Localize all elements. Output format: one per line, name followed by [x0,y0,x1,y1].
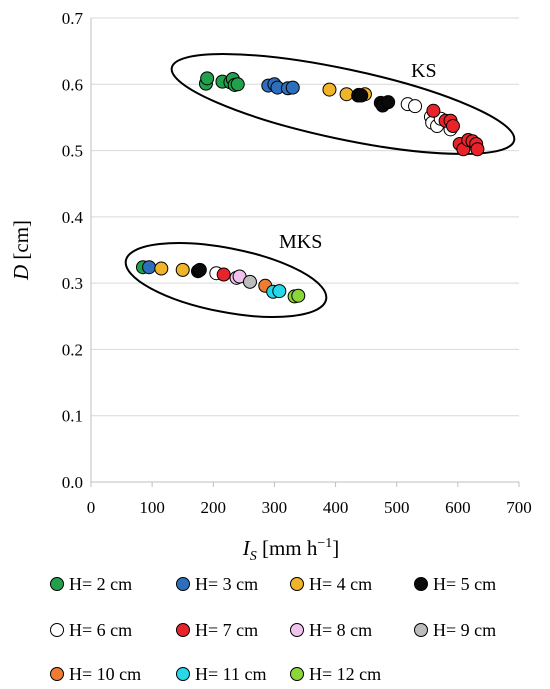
gridlines [91,17,519,417]
legend-marker [290,577,304,591]
legend-label: H= 11 cm [195,664,266,684]
mks-group-label: MKS [279,231,322,253]
x-tick-label: 300 [262,498,288,517]
legend-label: H= 10 cm [69,664,141,684]
legend-marker [176,577,190,591]
legend-label: H= 12 cm [309,664,381,684]
x-tick-label: 600 [445,498,471,517]
legend-label: H= 6 cm [69,620,132,640]
data-point [339,87,354,102]
data-point [322,82,337,97]
legend-label: H= 3 cm [195,574,258,594]
data-point [175,262,190,277]
legend-label: H= 5 cm [433,574,496,594]
legend-label: H= 9 cm [433,620,496,640]
data-point [426,103,441,118]
data-point [192,262,207,277]
data-point [354,88,369,103]
ks-group-label: KS [411,60,437,82]
legend: H= 2 cm H= 3 cm H= 4 cm H= 5 cm H= 6 cm H= 7 … [50,574,496,684]
x-tick-label: 0 [87,498,96,517]
y-tick-label: 0.0 [62,473,83,492]
legend-marker [290,667,304,681]
x-tick-label: 100 [139,498,165,517]
legend-marker [414,577,428,591]
mks-ellipse [124,242,328,318]
ks-ellipse [170,53,516,155]
legend-label: H= 2 cm [69,574,132,594]
data-point [445,119,460,134]
x-tick-label: 200 [201,498,227,517]
y-tick-label: 0.5 [62,142,83,161]
legend-label: H= 4 cm [309,574,372,594]
data-point [291,288,306,303]
y-tick-label: 0.3 [62,274,83,293]
y-tick-label: 0.2 [62,340,83,359]
data-points [135,71,485,304]
x-tick-label: 500 [384,498,410,517]
labels: KS MKS [279,60,437,253]
data-point [381,95,396,110]
axes: 0.0 0.1 0.2 0.3 0.4 0.5 0.6 0.7 0 100 200 300 400 500… [9,9,532,564]
y-tick-label: 0.4 [62,208,84,227]
data-point [242,274,257,289]
legend-marker [176,623,190,637]
x-tick-label: 700 [506,498,532,517]
data-point [470,142,485,157]
y-axis-title: D [cm] [9,220,33,281]
data-point [142,260,157,275]
legend-marker [414,623,428,637]
legend-marker [290,623,304,637]
legend-marker [50,623,64,637]
data-point [272,284,287,299]
y-tick-label: 0.7 [62,9,84,28]
data-point [154,261,169,276]
y-tick-label: 0.6 [62,75,83,94]
legend-label: H= 8 cm [309,620,372,640]
legend-marker [50,667,64,681]
data-point [285,80,300,95]
data-point [408,99,423,114]
legend-label: H= 7 cm [195,620,258,640]
legend-marker [176,667,190,681]
legend-marker [50,577,64,591]
data-point [230,77,245,92]
y-tick-label: 0.1 [62,407,83,426]
group-ellipses [124,53,516,318]
data-point [216,267,231,282]
data-point [200,71,215,86]
x-axis-title: IS [mm h−1] [242,536,340,564]
x-tick-label: 400 [323,498,349,517]
